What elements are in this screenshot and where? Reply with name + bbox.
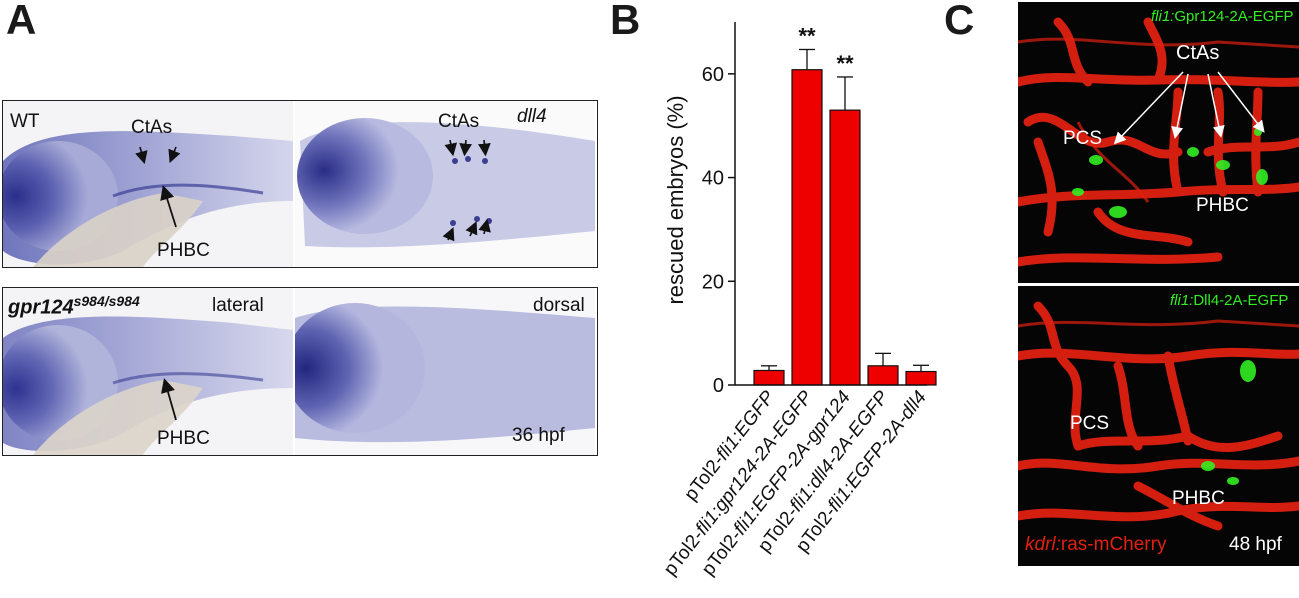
dll4-transgene-label: fli1:Dll4-2A-EGFP [1170, 292, 1288, 309]
y-tick-label: 0 [713, 375, 724, 397]
wt-genotype-label: WT [10, 111, 40, 132]
dll4-transgene-rest: Dll4-2A-EGFP [1193, 292, 1289, 309]
c-top-ctas-label: CtAs [1176, 42, 1220, 64]
gpr124-phbc-label: PHBC [157, 428, 210, 449]
significance-label-1: ** [798, 23, 816, 48]
significance-label-2: ** [836, 51, 854, 76]
panel-letter-c: C [944, 0, 975, 43]
gpr124-transgene-label: fli1:Gpr124-2A-EGFP [1151, 8, 1294, 25]
bar-3 [867, 365, 899, 386]
c-top-ctas-arrows [1113, 71, 1265, 145]
bar-2 [829, 109, 861, 386]
y-tick-label: 20 [702, 271, 724, 293]
gpr124-genotype-base: gpr124 [8, 296, 74, 319]
wt-phbc-label: PHBC [157, 240, 210, 261]
stage-36hpf-label: 36 hpf [512, 425, 565, 446]
wt-ctas-label: CtAs [131, 117, 173, 138]
chart-plot-area: 0204060pTol2-fli1:EGFP**pTol2-fli1:gpr12… [660, 22, 937, 580]
dll4-fluorescence-image [1018, 286, 1299, 566]
panel-a-top-frame [2, 100, 598, 268]
rescue-bar-chart: 0204060pTol2-fli1:EGFP**pTol2-fli1:gpr12… [660, 22, 937, 580]
stage-48hpf-label: 48 hpf [1229, 534, 1282, 555]
reporter-rest: ras-mCherry [1060, 534, 1167, 555]
dll4-vessel-network [1018, 286, 1299, 566]
c-top-phbc-label: PHBC [1196, 195, 1249, 216]
bar-0 [753, 369, 785, 386]
panel-letter-a: A [6, 0, 37, 43]
dll4-transgene-prefix: fli1: [1170, 292, 1194, 309]
chart-y-axis-label: rescued embryos (%) [663, 95, 688, 304]
c-bottom-pcs-label: PCS [1070, 413, 1110, 434]
gpr124-phbc-arrow [161, 378, 177, 421]
gpr124-dorsal-embryo-image [295, 288, 595, 455]
gpr124-vessel-network [1018, 2, 1299, 283]
category-label-2: pTol2-fli1:EGFP-2A-gpr124 [698, 387, 855, 580]
category-label-1: pTol2-fli1:gpr124-2A-EGFP [660, 387, 817, 580]
dll4-ctas-label: CtAs [438, 111, 480, 132]
bar-1 [791, 69, 823, 386]
y-tick-label: 40 [702, 168, 724, 190]
gpr124-transgene-rest: Gpr124-2A-EGFP [1174, 8, 1294, 25]
gpr124-genotype-label: gpr124s984/s984 [8, 293, 140, 320]
c-top-pcs-label: PCS [1063, 128, 1103, 149]
wt-lateral-embryo-image [3, 101, 293, 267]
panel-a-bottom-frame [2, 287, 598, 456]
gpr124-transgene-prefix: fli1: [1151, 8, 1175, 25]
lateral-view-label: lateral [212, 295, 264, 316]
dorsal-view-label: dorsal [533, 295, 585, 316]
y-tick-label: 60 [702, 64, 724, 86]
gpr124-fluorescence-image [1018, 2, 1299, 283]
reporter-prefix: kdrl: [1025, 534, 1061, 555]
wt-ctas-arrows [135, 139, 491, 242]
bar-4 [905, 370, 937, 386]
dll4-dorsal-embryo-image [295, 101, 595, 267]
gpr124-genotype-sup: s984/s984 [73, 293, 140, 309]
c-bottom-phbc-label: PHBC [1172, 488, 1225, 509]
gpr124-lateral-embryo-image [3, 288, 293, 455]
dll4-genotype-label: dll4 [517, 106, 547, 127]
panel-letter-b: B [610, 0, 641, 43]
reporter-label: kdrl:ras-mCherry [1025, 534, 1166, 556]
